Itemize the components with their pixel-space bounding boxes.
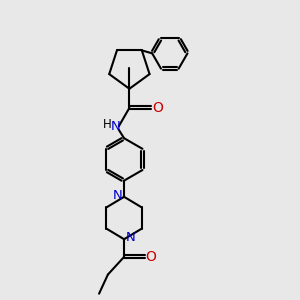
Text: N: N <box>110 120 120 133</box>
Text: H: H <box>103 118 111 131</box>
Text: O: O <box>152 101 163 115</box>
Text: N: N <box>126 231 135 244</box>
Text: N: N <box>113 189 122 202</box>
Text: O: O <box>146 250 157 264</box>
